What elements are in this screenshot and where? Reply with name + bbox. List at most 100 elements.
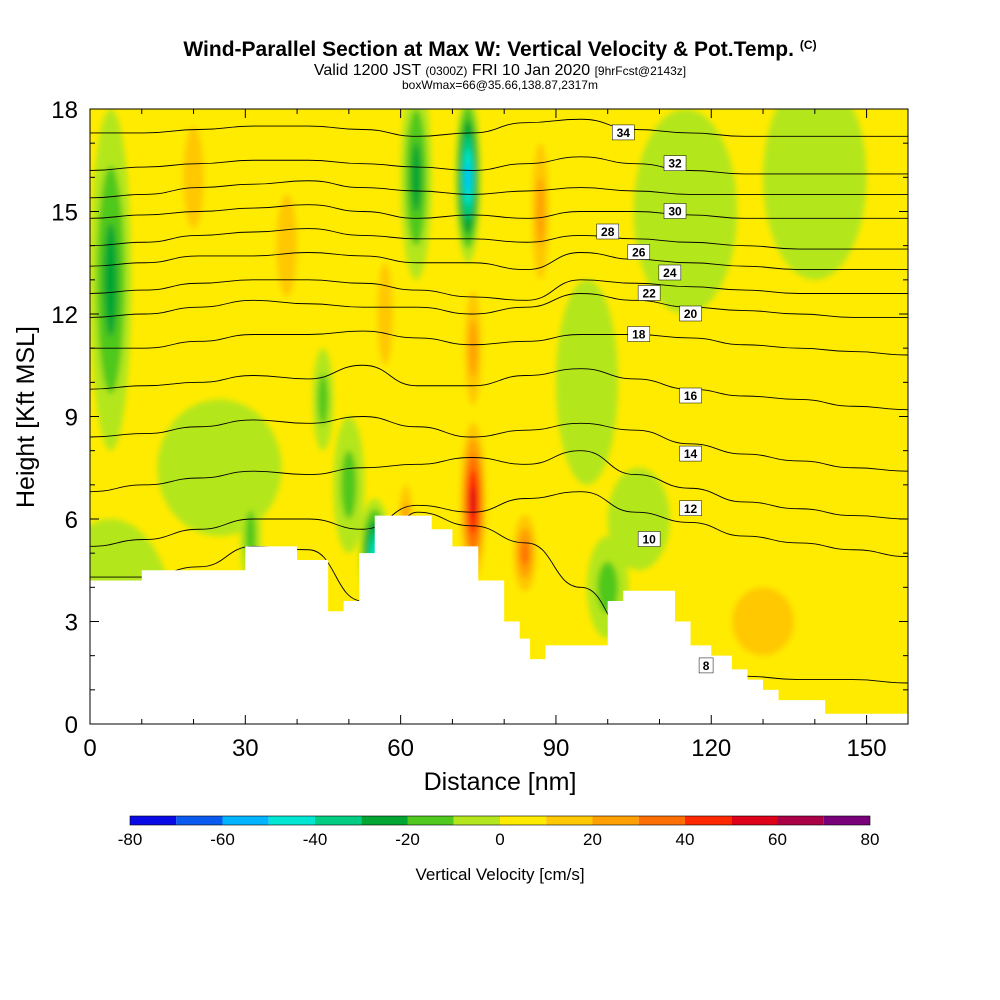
contour-label-20: 20	[684, 307, 698, 321]
velocity-cell	[183, 126, 204, 229]
theta-contour-30	[90, 180, 908, 199]
y-tick-label: 15	[51, 200, 78, 227]
copyright-mark: (C)	[799, 38, 817, 52]
velocity-cell	[521, 540, 529, 566]
colorbar-swatch	[592, 816, 639, 825]
velocity-cell	[555, 279, 619, 485]
theta-contour-28	[90, 204, 908, 219]
colorbar-swatch	[638, 816, 685, 825]
contour-label-22: 22	[642, 287, 656, 301]
colorbar-swatch	[361, 816, 408, 825]
colorbar-tick-label: -20	[395, 830, 420, 849]
colorbar-swatch	[777, 816, 824, 825]
contour-label-14: 14	[684, 447, 698, 461]
velocity-cell	[410, 143, 422, 212]
colorbar-swatch	[407, 816, 454, 825]
velocity-cell	[788, 450, 893, 588]
contour-label-box	[663, 203, 687, 219]
contour-label-30: 30	[668, 205, 682, 219]
theta-contours	[90, 118, 908, 684]
theta-contour-32	[90, 156, 908, 175]
contour-label-box	[679, 500, 702, 516]
contour-label-box	[637, 285, 661, 301]
contour-label-box	[679, 387, 702, 404]
colorbar-swatch	[222, 816, 269, 825]
colorbar-swatch	[546, 816, 593, 825]
valid-time-line: Valid 1200 JST (0300Z) FRI 10 Jan 2020 […	[313, 62, 687, 79]
y-tick-label: 9	[65, 405, 78, 432]
velocity-cells	[90, 109, 893, 724]
x-axis-label: Distance [nm]	[424, 768, 577, 796]
y-tick-label: 18	[51, 97, 78, 124]
x-tick-label: 60	[387, 735, 414, 762]
theta-contour-18	[90, 330, 908, 356]
contour-label-12: 12	[684, 502, 698, 516]
contour-label-box	[627, 244, 651, 260]
colorbar-tick-label: 60	[768, 830, 787, 849]
colorbar-swatch	[268, 816, 315, 825]
contour-label-box	[596, 223, 619, 240]
theta-contour-34	[90, 118, 908, 137]
colorbar-swatch	[453, 816, 500, 825]
contour-label-34: 34	[617, 126, 631, 140]
colorbar-tick-label: 0	[495, 830, 504, 849]
colorbar-swatch	[500, 816, 547, 825]
y-tick-label: 6	[65, 507, 78, 534]
contour-label-box	[627, 326, 651, 342]
colorbar-swatch	[176, 816, 223, 825]
colorbar-swatch	[130, 816, 177, 825]
axes: 0 3 6 9 12 15 18 0 30 60 90 120 150	[51, 97, 908, 762]
colorbar-tick-label: -60	[210, 830, 235, 849]
contour-label-10: 10	[642, 533, 656, 547]
colorbar-tick-label: -80	[118, 830, 143, 849]
theta-contour-14	[90, 416, 908, 472]
x-tick-label: 0	[83, 735, 96, 762]
contour-label-box	[612, 124, 635, 141]
colorbar-swatch	[823, 816, 870, 825]
contour-label-28: 28	[601, 225, 615, 239]
contour-label-box	[637, 531, 661, 547]
theta-contour-16	[90, 364, 908, 411]
velocity-cell	[597, 561, 619, 613]
theta-contour-10	[90, 491, 908, 558]
x-tick-label: 90	[543, 735, 570, 762]
colorbar-tick-label: 80	[861, 830, 880, 849]
theta-contour-8	[90, 511, 908, 684]
colorbar-label: Vertical Velocity [cm/s]	[415, 865, 584, 884]
contour-label-box	[698, 657, 714, 674]
velocity-cell	[276, 194, 298, 297]
velocity-cell	[731, 587, 795, 656]
box-info-line: boxWmax=66@35.66,138.87,2317m	[402, 78, 598, 92]
theta-contour-12	[90, 450, 908, 520]
velocity-cell	[470, 485, 476, 518]
velocity-cell	[317, 373, 329, 426]
contour-label-box	[658, 264, 682, 281]
y-tick-label: 12	[51, 302, 78, 329]
theta-contour-26	[90, 228, 908, 250]
x-tick-label: 120	[691, 735, 731, 762]
x-tick-label: 30	[232, 735, 259, 762]
chart-title: Wind-Parallel Section at Max W: Vertical…	[183, 38, 817, 61]
contour-label-box	[663, 155, 687, 171]
theta-contour-24	[90, 252, 908, 271]
x-tick-label: 150	[847, 735, 887, 762]
velocity-cell	[468, 319, 478, 377]
contour-label-box	[679, 305, 702, 322]
velocity-cell	[341, 450, 357, 519]
colorbar-swatch	[315, 816, 362, 825]
theta-contour-22	[90, 279, 908, 301]
contour-label-24: 24	[663, 266, 677, 280]
colorbar-tick-label: 20	[583, 830, 602, 849]
contour-labels: 8 10 12 14 16 18 20 22 24 26 28 30 32 34	[596, 124, 714, 674]
contour-label-8: 8	[703, 659, 710, 673]
velocity-cell	[103, 222, 118, 337]
colorbar-swatch	[731, 816, 778, 825]
velocity-cell	[377, 262, 393, 366]
colorbar: -80 -60 -40 -20 0 20 40 60 80	[118, 815, 880, 849]
contour-label-16: 16	[684, 389, 698, 403]
y-axis-label: Height [Kft MSL]	[12, 326, 40, 508]
contour-label-32: 32	[668, 157, 682, 171]
contour-label-box	[679, 445, 702, 462]
y-tick-label: 3	[65, 610, 78, 637]
